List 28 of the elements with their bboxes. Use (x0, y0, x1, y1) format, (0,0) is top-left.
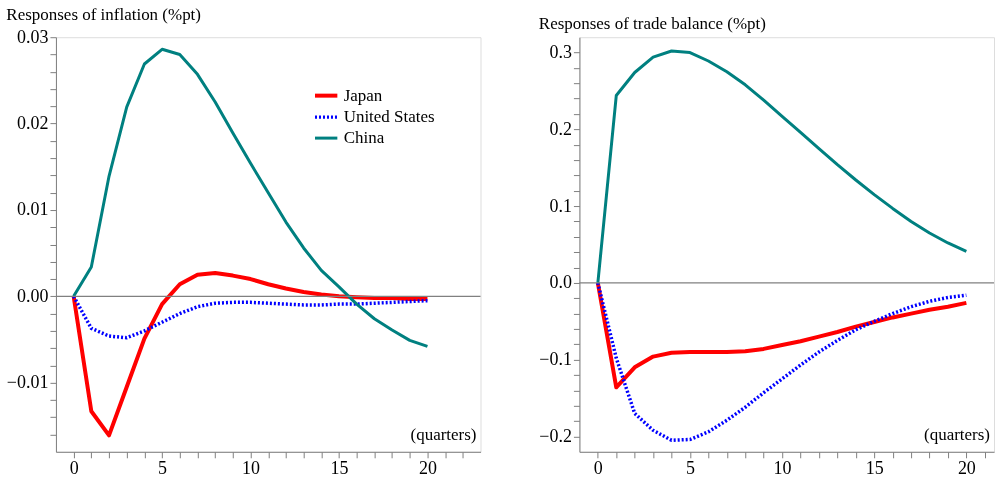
y-tick-label: 0.0 (549, 272, 572, 293)
x-tick-label: 15 (330, 458, 349, 479)
annotation: (quarters) (410, 424, 477, 444)
x-tick-label: 5 (158, 458, 168, 479)
x-tick-label: 10 (242, 458, 261, 479)
y-tick-label: −0.01 (6, 372, 49, 393)
chart-title: Responses of trade balance (%pt) (538, 14, 766, 34)
y-tick-label: 0.2 (549, 118, 572, 139)
x-tick-label: 10 (773, 458, 792, 479)
y-tick-label: 0.1 (549, 195, 572, 216)
legend-label: Japan (343, 85, 383, 105)
y-tick-label: 0.3 (549, 42, 572, 63)
y-tick-label: −0.2 (539, 425, 572, 446)
x-tick-label: 20 (418, 458, 437, 479)
x-tick-label: 5 (685, 458, 695, 479)
x-tick-label: 0 (69, 458, 79, 479)
y-tick-label: 0.01 (17, 199, 49, 220)
annotation: (quarters) (924, 424, 991, 444)
y-tick-label: 0.02 (17, 113, 49, 134)
x-tick-label: 20 (957, 458, 976, 479)
y-tick-label: 0.03 (17, 26, 49, 47)
y-tick-label: 0.00 (17, 285, 49, 306)
legend-label: United States (343, 107, 435, 127)
chart-title: Responses of inflation (%pt) (6, 5, 201, 25)
legend-label: China (343, 128, 385, 148)
x-tick-label: 0 (593, 458, 603, 479)
x-tick-label: 15 (865, 458, 884, 479)
y-tick-label: −0.1 (539, 349, 572, 370)
